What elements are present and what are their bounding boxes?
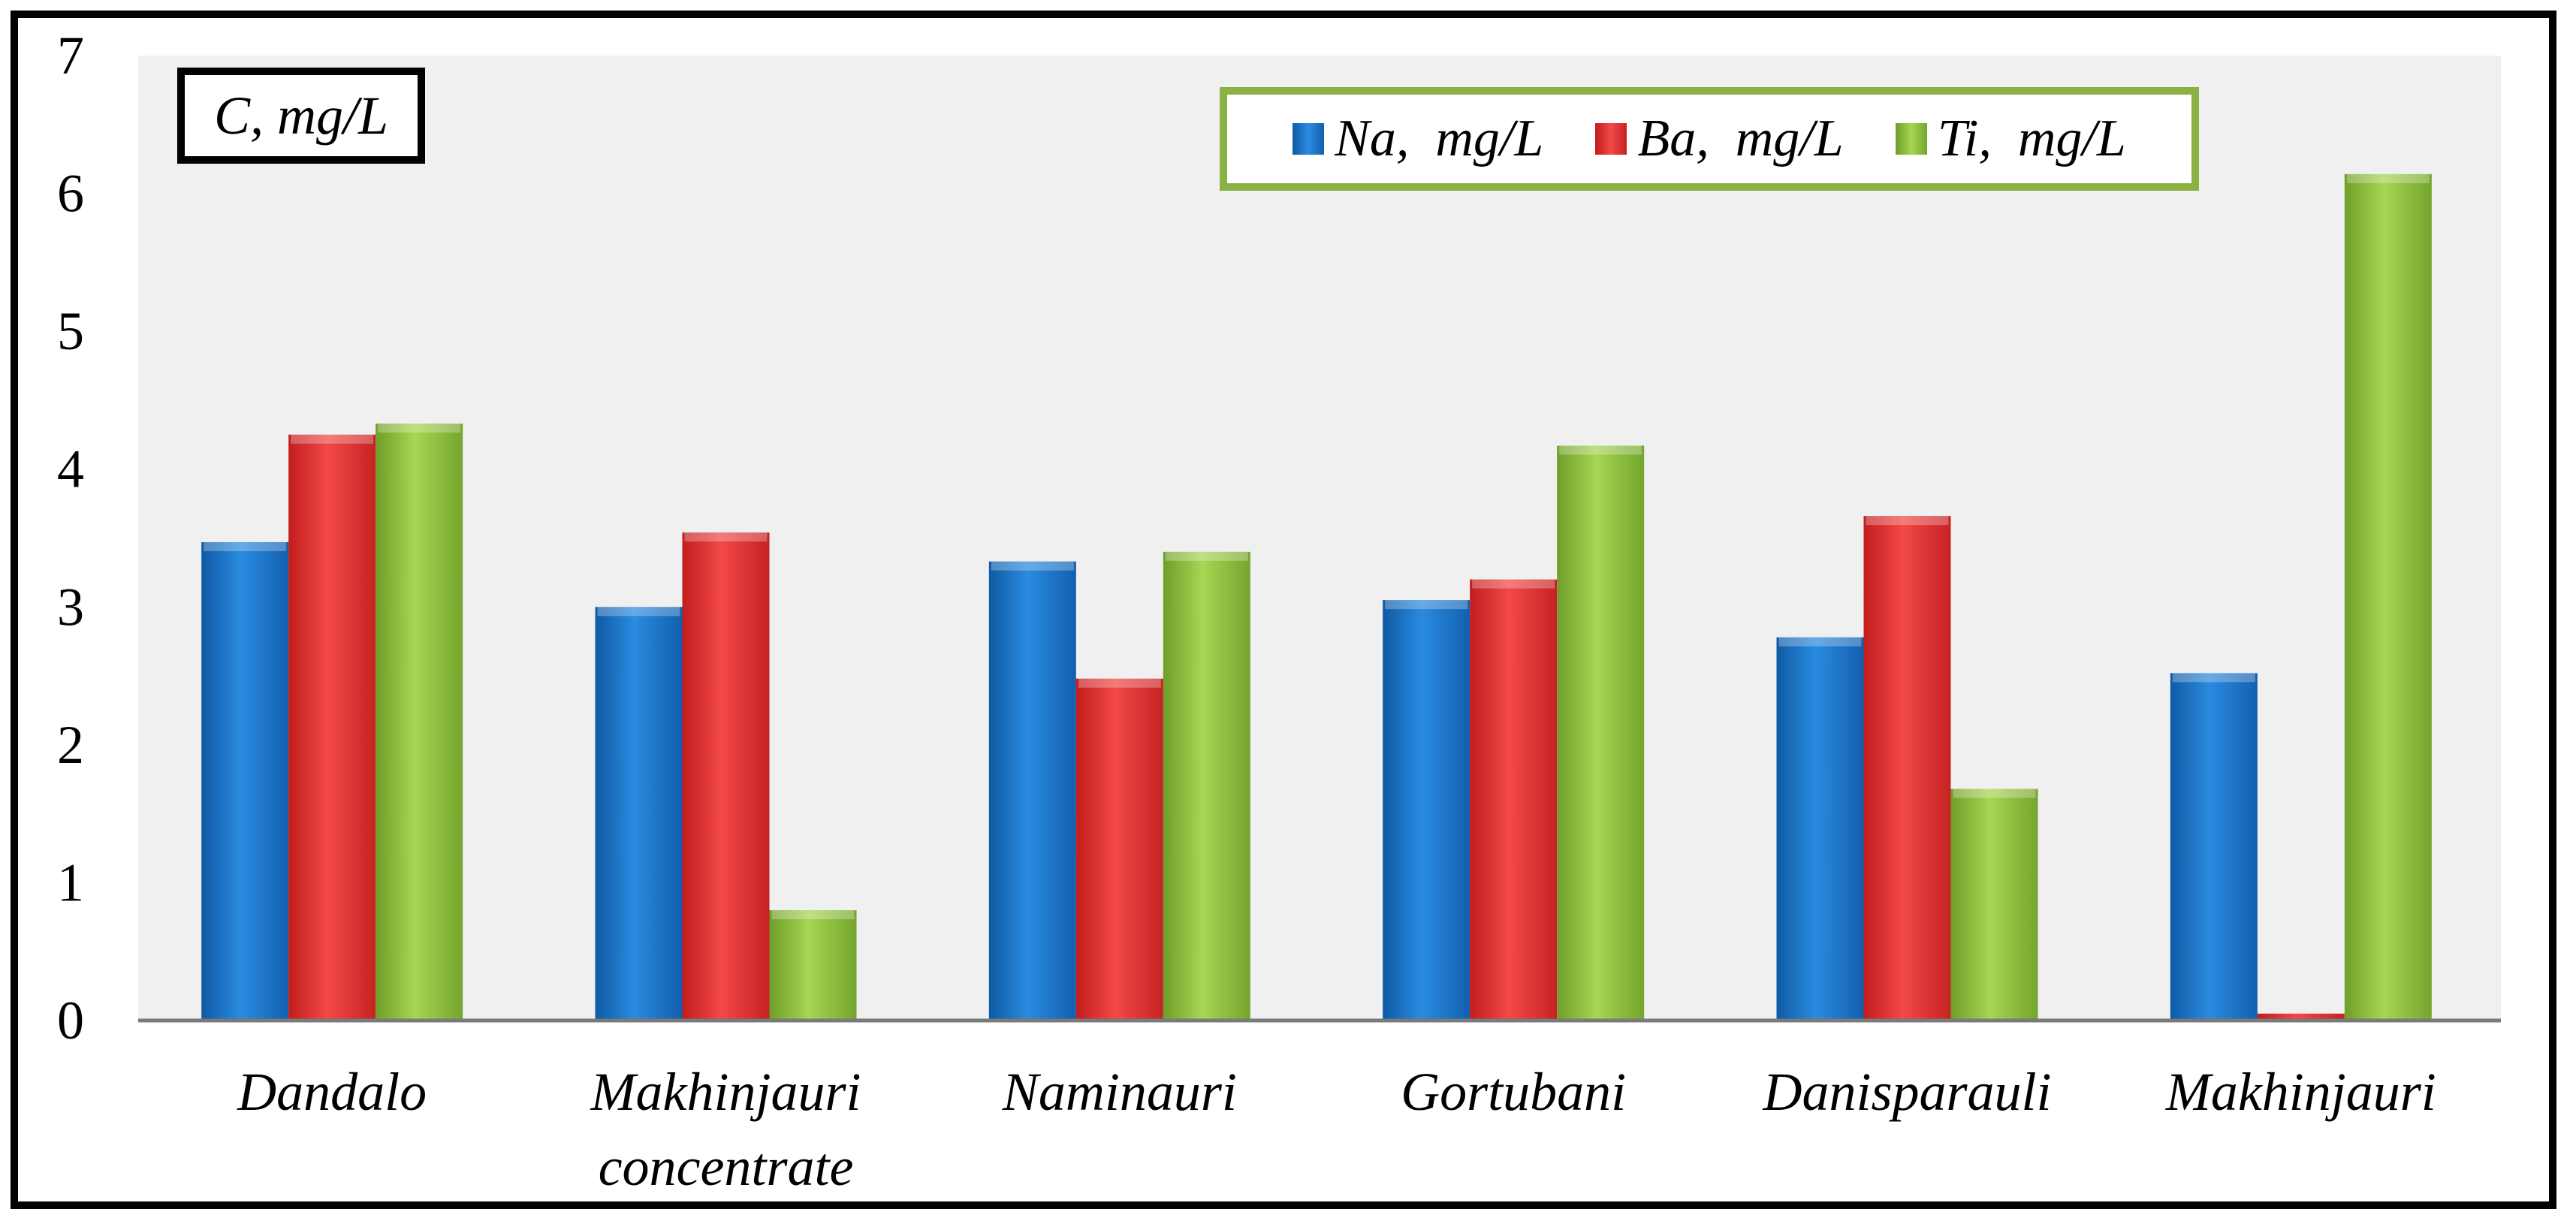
chart-title: C, mg/L (177, 68, 425, 164)
bar-na (595, 607, 683, 1021)
bar-ba (288, 434, 376, 1021)
bar-cap-ba (291, 434, 374, 444)
bar-cap-ba (1078, 678, 1161, 688)
x-category-label: concentrate (599, 1137, 854, 1197)
bar-ti (1163, 551, 1250, 1021)
bar-ba (2257, 1013, 2345, 1021)
y-axis-ticks: 0 1 2 3 4 5 6 7 (57, 26, 84, 1051)
category-labels: Dandalo Makhinjauri concentrate Naminauri Go… (237, 1062, 2436, 1197)
bar-ba (682, 532, 770, 1021)
bar-cap-na (1778, 637, 1862, 647)
y-tick-label: 6 (57, 164, 84, 224)
bar-ti (1950, 788, 2038, 1021)
y-tick-label: 7 (57, 26, 84, 86)
y-tick-label: 3 (57, 577, 84, 637)
bar-ba (1075, 678, 1163, 1021)
bar-na (1776, 637, 1864, 1021)
legend-label-na: Na, mg/L (1335, 110, 1544, 167)
bar-na (1383, 600, 1470, 1021)
y-tick-label: 4 (57, 439, 84, 499)
legend-label-ti: Ti, mg/L (1937, 110, 2126, 167)
bar-ti (769, 910, 857, 1021)
y-tick-label: 0 (57, 990, 84, 1051)
bar-cap-na (991, 561, 1074, 571)
bar-cap-na (1385, 600, 1468, 610)
bar-cap-ti (1165, 551, 1248, 561)
bar-cap-ti (771, 910, 855, 920)
bar-cap-na (597, 607, 680, 617)
bar-ti (2344, 173, 2432, 1021)
bar-cap-ba (684, 532, 768, 542)
legend-swatch-ba (1595, 123, 1627, 155)
legend-item-na: Na, mg/L (1293, 109, 1543, 169)
bar-cap-ti (1953, 788, 2036, 798)
legend: Na, mg/L Ba, mg/L Ti, mg/L (1220, 87, 2199, 191)
y-tick-label: 5 (57, 301, 84, 361)
y-tick-label: 1 (57, 852, 84, 912)
bar-cap-na (204, 542, 287, 552)
legend-label-ba: Ba, mg/L (1637, 110, 1844, 167)
x-category-label: Naminauri (1002, 1062, 1237, 1122)
bar-ti (1557, 445, 1645, 1021)
legend-item-ba: Ba, mg/L (1595, 109, 1844, 169)
bars-group (201, 173, 2432, 1021)
bar-ba (1470, 579, 1558, 1021)
x-category-label: Danisparauli (1762, 1062, 2051, 1122)
bar-cap-ti (1559, 445, 1642, 455)
bar-cap-ti (378, 424, 461, 433)
legend-swatch-ti (1895, 123, 1927, 155)
bar-cap-ti (2346, 173, 2430, 183)
bar-cap-ba (1866, 516, 1949, 526)
bar-cap-ba (1472, 579, 1555, 589)
x-category-label: Makhinjauri (2165, 1062, 2436, 1122)
bar-na (201, 542, 289, 1021)
legend-swatch-na (1293, 123, 1325, 155)
bar-cap-na (2172, 673, 2255, 683)
bar-na (988, 561, 1076, 1021)
bar-na (2170, 673, 2258, 1021)
y-tick-label: 2 (57, 715, 84, 775)
x-category-label: Dandalo (237, 1062, 427, 1122)
x-category-label: Makhinjauri (590, 1062, 861, 1122)
x-category-label: Gortubani (1401, 1062, 1626, 1122)
legend-item-ti: Ti, mg/L (1895, 109, 2126, 169)
bar-ti (376, 424, 463, 1021)
plot-area (138, 56, 2501, 1021)
bar-ba (1863, 516, 1951, 1021)
